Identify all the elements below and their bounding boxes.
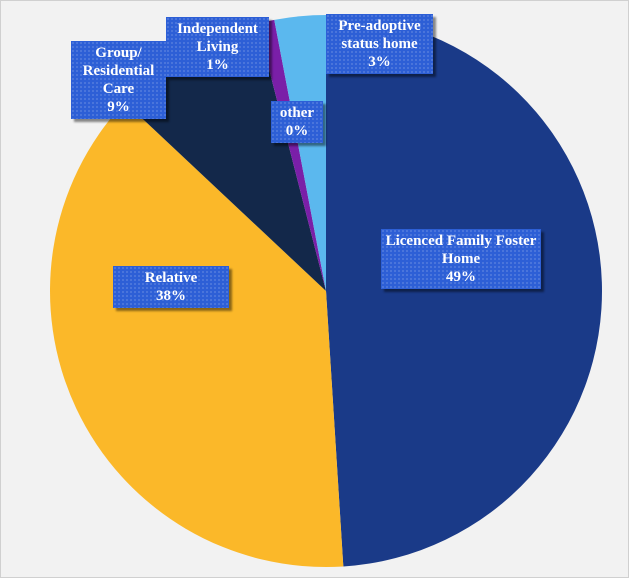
slice-value: 49% xyxy=(446,269,476,285)
slice-name: Pre-adoptive status home xyxy=(338,18,421,52)
slice-name: Independent Living xyxy=(177,21,258,55)
slice-value: 3% xyxy=(368,54,391,70)
data-label: Independent Living 1% xyxy=(166,17,269,77)
pie-slice xyxy=(274,15,326,291)
pie-slice xyxy=(257,19,326,291)
data-label: Licenced Family Foster Home 49% xyxy=(381,229,541,289)
slice-value: 1% xyxy=(206,57,229,73)
pie-slice xyxy=(50,102,344,567)
slice-value: 0% xyxy=(285,123,309,139)
data-label: Relative 38% xyxy=(113,266,229,308)
slice-value: 9% xyxy=(107,99,130,115)
pie-slice xyxy=(326,15,602,567)
data-label: Pre-adoptive status home 3% xyxy=(326,14,433,74)
slice-value: 38% xyxy=(156,288,186,304)
slice-name: Group/ Residential Care xyxy=(82,45,155,97)
slice-name: Relative xyxy=(144,270,198,286)
data-label: Group/ Residential Care 9% xyxy=(71,41,166,119)
slice-name: other xyxy=(279,105,315,121)
slice-name: Licenced Family Foster Home xyxy=(385,233,537,267)
pie-slice xyxy=(124,23,326,291)
data-label: other 0% xyxy=(271,101,323,143)
